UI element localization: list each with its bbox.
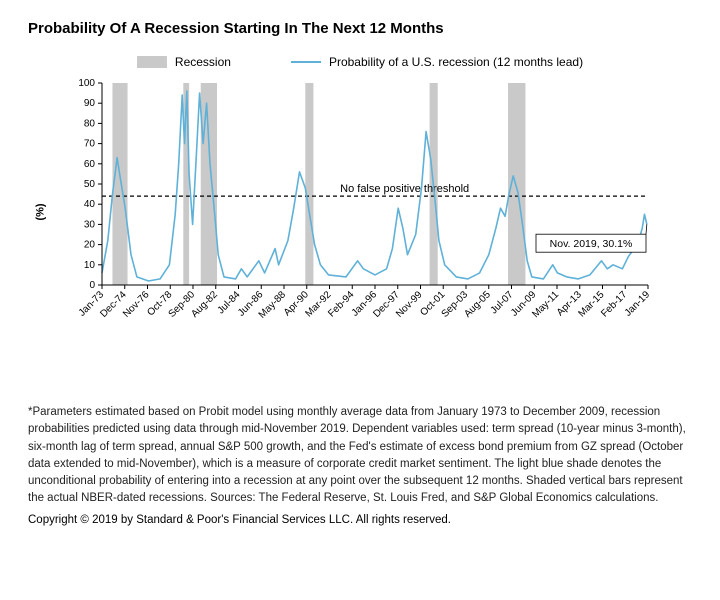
svg-text:Feb-17: Feb-17 [599,289,629,319]
chart-title: Probability Of A Recession Starting In T… [28,20,692,37]
svg-text:0: 0 [89,280,95,291]
svg-text:Jan-19: Jan-19 [623,289,653,319]
svg-text:70: 70 [84,139,96,150]
svg-text:60: 60 [84,159,96,170]
svg-text:Nov. 2019, 30.1%: Nov. 2019, 30.1% [550,238,633,250]
footnote-text: *Parameters estimated based on Probit mo… [28,404,692,508]
chart-area: (%) No false positive threshold010203040… [68,79,692,344]
svg-text:Feb-94: Feb-94 [326,289,356,319]
legend-recession: Recession [137,55,231,69]
copyright-text: Copyright © 2019 by Standard & Poor's Fi… [28,514,692,526]
legend-line-label: Probability of a U.S. recession (12 mont… [329,55,583,69]
svg-text:80: 80 [84,118,96,129]
svg-text:No false positive threshold: No false positive threshold [340,183,469,195]
svg-text:Nov-99: Nov-99 [394,289,425,320]
legend: Recession Probability of a U.S. recessio… [28,55,692,69]
svg-text:50: 50 [84,179,96,190]
svg-text:Aug-05: Aug-05 [462,289,493,320]
svg-text:30: 30 [84,219,96,230]
svg-text:10: 10 [84,260,96,271]
recession-probability-chart: No false positive threshold 0 10 20 30 40 50 60… [68,79,658,344]
svg-text:40: 40 [84,199,96,210]
svg-text:100: 100 [78,79,95,89]
svg-text:Aug-82: Aug-82 [189,289,220,320]
legend-recession-label: Recession [175,55,231,69]
legend-line: Probability of a U.S. recession (12 mont… [291,55,583,69]
recession-swatch-icon [137,56,167,68]
svg-text:90: 90 [84,98,96,109]
svg-text:20: 20 [84,240,96,251]
svg-text:Nov-76: Nov-76 [121,289,152,320]
line-swatch-icon [291,61,321,63]
y-axis-label: (%) [35,203,47,220]
